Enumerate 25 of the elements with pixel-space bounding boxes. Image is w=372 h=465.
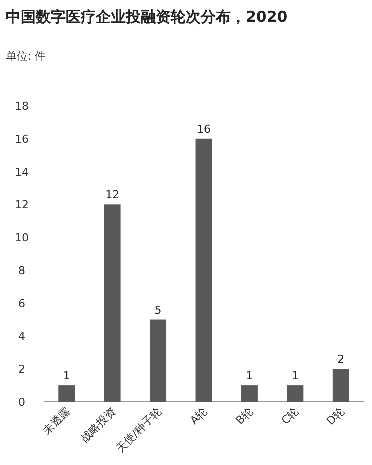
y-tick-label: 6 bbox=[18, 297, 26, 310]
title: 中国数字医疗企业投融资轮次分布，2020 bbox=[6, 8, 288, 26]
data-label: 5 bbox=[154, 304, 162, 317]
y-tick-label: 8 bbox=[18, 264, 26, 278]
x-tick-label: A轮 bbox=[188, 404, 210, 428]
subtitle: 单位: 件 bbox=[6, 50, 46, 63]
data-label: 12 bbox=[106, 188, 120, 202]
x-tick-label: 战略投资 bbox=[78, 404, 119, 446]
x-tick-label: B轮 bbox=[234, 404, 256, 428]
x-tick-label: D轮 bbox=[324, 404, 348, 428]
y-tick-label: 16 bbox=[15, 132, 29, 146]
y-tick-label: 14 bbox=[15, 166, 29, 179]
data-label: 1 bbox=[63, 370, 70, 383]
y-tick-label: 10 bbox=[15, 232, 29, 245]
x-tick-label: C轮 bbox=[279, 404, 302, 428]
y-tick-label: 2 bbox=[18, 363, 26, 376]
x-tick-label: 未透露 bbox=[40, 404, 73, 438]
data-label: 1 bbox=[246, 370, 254, 383]
data-label: 2 bbox=[338, 353, 345, 366]
y-tick-label: 4 bbox=[18, 330, 26, 344]
y-tick-label: 18 bbox=[15, 100, 29, 113]
y-tick-label: 0 bbox=[18, 396, 26, 409]
data-label: 1 bbox=[292, 370, 299, 383]
y-tick-label: 12 bbox=[15, 198, 29, 212]
data-label: 16 bbox=[197, 122, 211, 136]
